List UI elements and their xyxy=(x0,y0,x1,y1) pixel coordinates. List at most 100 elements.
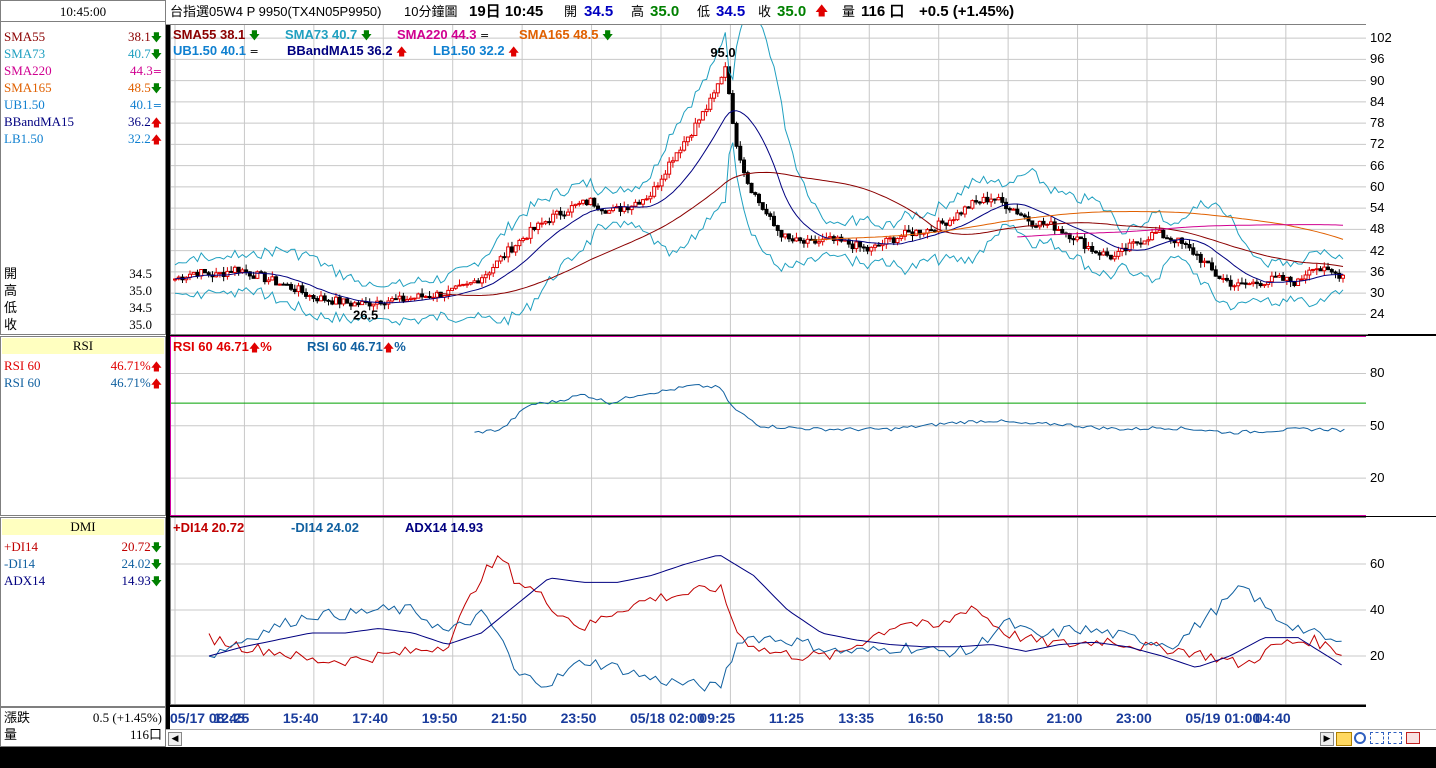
legend-item: SMA165 48.5 🡇 xyxy=(519,27,613,46)
candle-body xyxy=(1146,239,1151,242)
candle-body xyxy=(513,245,518,253)
candle-body xyxy=(401,295,406,302)
candle-body xyxy=(330,300,335,305)
candle-body xyxy=(405,298,410,302)
x-tick-label: 23:00 xyxy=(1115,710,1152,726)
candle-body xyxy=(483,274,488,279)
dmi-chart-pane[interactable]: +DI14 20.72 -DI14 24.02 ADX14 14.93 xyxy=(170,517,1368,705)
candle-body xyxy=(1217,275,1222,279)
candle-body xyxy=(884,237,889,245)
fit-icon[interactable] xyxy=(1406,732,1420,744)
candle-body xyxy=(629,205,634,211)
left-info-panel: 10:45:00 SMA55 38.1🡇 SMA73 40.7🡇 SMA220 44.3=… xyxy=(0,0,166,747)
candle-body xyxy=(652,186,657,197)
indicator-row: UB1.50 40.1= xyxy=(4,96,162,113)
price-y-axis: 102 96 90 84 78 72 66 60 54 48 42 36 30 24 xyxy=(1366,24,1436,334)
candle-body xyxy=(1198,253,1203,263)
candle-body xyxy=(1071,238,1076,241)
candle-body xyxy=(240,269,245,273)
dmi-value: 20.72🡇 xyxy=(121,539,162,554)
y-tick-label: 20 xyxy=(1370,648,1385,663)
high-label: 高 xyxy=(631,4,645,19)
rsi-value: 46.71%🡅 xyxy=(110,358,162,373)
change-label: 漲跌 xyxy=(4,710,31,725)
candle-body xyxy=(1247,283,1252,286)
candle-body xyxy=(345,298,350,304)
candle-body xyxy=(959,212,964,215)
rsi-y-axis: 80 50 20 xyxy=(1366,336,1436,516)
candle-body xyxy=(476,280,481,284)
candle-body xyxy=(1243,282,1248,285)
candle-body xyxy=(996,197,1001,201)
ohlc-value: 35.0 xyxy=(129,317,152,332)
rsi-line xyxy=(474,383,1345,435)
candle-body xyxy=(655,185,660,188)
rsi-value: 46.71%🡅 xyxy=(110,375,162,390)
candle-body xyxy=(1037,220,1042,228)
candle-body xyxy=(270,276,275,281)
candle-body xyxy=(244,269,249,273)
candle-body xyxy=(296,285,301,293)
candle-body xyxy=(730,93,735,124)
candle-body xyxy=(805,238,810,244)
candle-body xyxy=(1266,281,1271,285)
indicator-value: 40.7🡇 xyxy=(127,46,162,61)
low-value: 34.5 xyxy=(716,3,746,20)
quote-header-bar: 台指選05W4 P 9950(TX4N05P9950) 10分鐘圖 19日 10… xyxy=(166,0,1436,25)
snapshot-icon[interactable] xyxy=(1336,732,1352,746)
y-tick-label: 30 xyxy=(1370,285,1385,301)
candle-body xyxy=(412,297,417,300)
candle-body xyxy=(581,199,586,204)
candle-body xyxy=(712,92,717,99)
rsi-chart-pane[interactable]: RSI 60 46.71🡅% RSI 60 46.71🡅% xyxy=(170,336,1368,516)
zoom-out-icon[interactable] xyxy=(1370,732,1384,744)
candle-body xyxy=(1000,197,1005,203)
trend-up-icon: 🡅 xyxy=(382,341,395,354)
candle-body xyxy=(854,241,859,250)
dmi-name: -DI14 xyxy=(4,556,36,571)
candle-body xyxy=(498,256,503,262)
candle-body xyxy=(1108,254,1113,260)
dmi-value: 24.02🡇 xyxy=(121,556,162,571)
candle-body xyxy=(685,136,690,143)
candle-body xyxy=(367,301,372,307)
candle-body xyxy=(1277,274,1282,278)
y-tick-label: 102 xyxy=(1370,30,1392,46)
candle-body xyxy=(1329,269,1334,273)
magnifier-icon[interactable] xyxy=(1354,732,1366,744)
scroll-right-button[interactable]: ▶ xyxy=(1320,732,1334,746)
candle-body xyxy=(771,215,776,227)
candle-body xyxy=(783,233,788,238)
zoom-in-icon[interactable] xyxy=(1388,732,1402,744)
price-chart-pane[interactable]: 95.0 26.5 SMA55 38.1 🡇 SMA73 40.7 🡇 SMA220 … xyxy=(170,24,1368,335)
ohlc-label: 開 xyxy=(4,266,18,281)
x-tick-label: 18:50 xyxy=(977,710,1013,726)
candle-body xyxy=(888,237,893,240)
trend-arrow-icon: 🡇 xyxy=(150,31,162,44)
candle-body xyxy=(259,271,264,274)
candle-body xyxy=(689,134,694,138)
candle-body xyxy=(970,200,975,209)
candle-body xyxy=(745,172,750,184)
candle-body xyxy=(1269,275,1274,283)
candle-body xyxy=(1105,251,1110,256)
scroll-track[interactable] xyxy=(184,733,1316,744)
horizontal-scrollbar[interactable]: ◀ ▶ xyxy=(166,729,1436,748)
dmi-header: DMI xyxy=(2,519,164,535)
change-value-top: +0.5 (+1.45%) xyxy=(919,3,1015,20)
trend-arrow-icon: 🡅 xyxy=(150,133,162,146)
candle-body xyxy=(1191,247,1196,255)
candle-body xyxy=(981,196,986,204)
legend-text: -DI14 24.02 xyxy=(291,520,359,535)
candle-body xyxy=(547,221,552,224)
indicator-row: SMA55 38.1🡇 xyxy=(4,28,162,45)
trend-up-icon: 🡅 xyxy=(150,360,162,373)
candle-body xyxy=(1228,279,1233,287)
trend-arrow-icon: 🡇 xyxy=(150,82,162,95)
x-tick-label: 09:25 xyxy=(699,710,736,726)
candle-body xyxy=(1224,277,1229,281)
trend-arrow-icon: 🡅 xyxy=(392,45,408,58)
scroll-left-button[interactable]: ◀ xyxy=(168,732,182,746)
ohlc-label: 低 xyxy=(4,300,18,315)
candle-body xyxy=(1337,272,1342,279)
